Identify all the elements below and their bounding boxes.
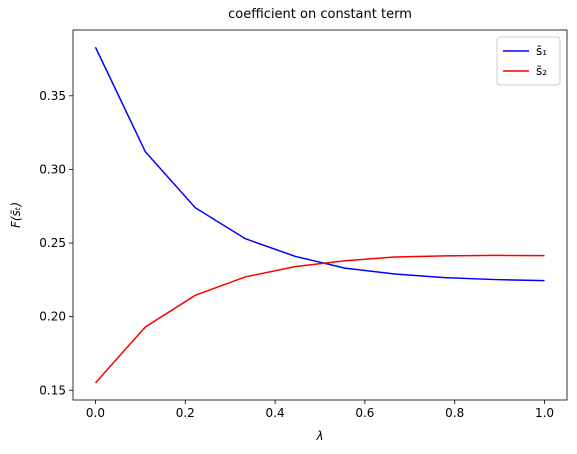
legend-box [496,36,561,86]
x-tick-label: 0.2 [176,406,195,420]
x-tick-label: 0.6 [355,406,374,420]
x-axis-label: λ [315,429,323,443]
y-tick-label: 0.30 [39,162,66,176]
x-tick-label: 0.0 [86,406,105,420]
x-tick-label: 0.8 [445,406,464,420]
x-tick-label: 1.0 [535,406,554,420]
y-tick-label: 0.35 [39,89,66,103]
series-line [94,254,545,384]
legend-label: s̄₁ [536,44,547,58]
y-tick-label: 0.25 [39,236,66,250]
legend-label: s̄₂ [536,64,547,78]
y-tick-label: 0.20 [39,310,66,324]
plot-frame [72,29,568,401]
series-line [94,46,545,282]
x-tick-label: 0.4 [266,406,285,420]
y-tick-label: 0.15 [39,383,66,397]
y-axis-label: F(s̄ₜ) [9,202,23,228]
chart-title: coefficient on constant term [228,7,412,22]
